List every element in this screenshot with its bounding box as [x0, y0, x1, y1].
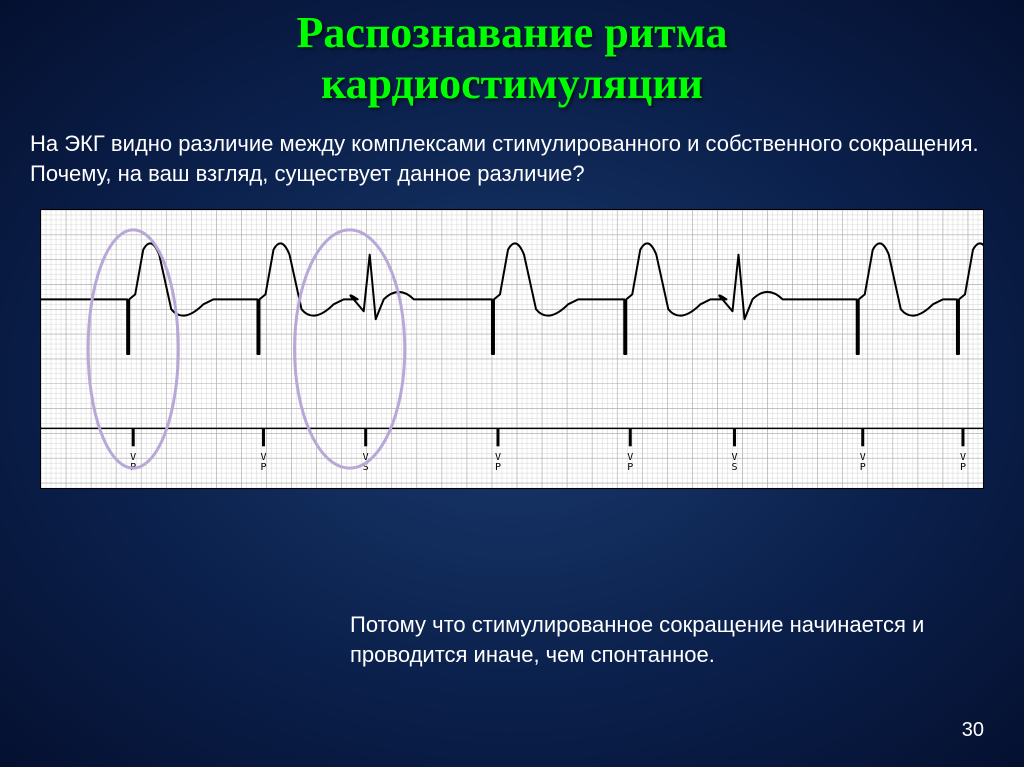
ecg-chart: VPVPVSVPVPVSVPVP [40, 209, 984, 489]
svg-text:P: P [495, 462, 501, 473]
svg-text:S: S [731, 462, 737, 473]
answer-text: Потому что стимулированное сокращение на… [350, 610, 964, 669]
slide-title: Распознавание ритма кардиостимуляции [0, 0, 1024, 109]
svg-text:P: P [860, 462, 866, 473]
svg-text:P: P [627, 462, 633, 473]
question-text: На ЭКГ видно различие между комплексами … [0, 109, 1024, 198]
title-line-1: Распознавание ритма [0, 8, 1024, 59]
title-line-2: кардиостимуляции [0, 59, 1024, 110]
ecg-waveform: VPVPVSVPVPVSVPVP [41, 210, 983, 488]
slide-number: 30 [962, 719, 984, 742]
svg-text:P: P [260, 462, 266, 473]
svg-text:P: P [960, 462, 966, 473]
